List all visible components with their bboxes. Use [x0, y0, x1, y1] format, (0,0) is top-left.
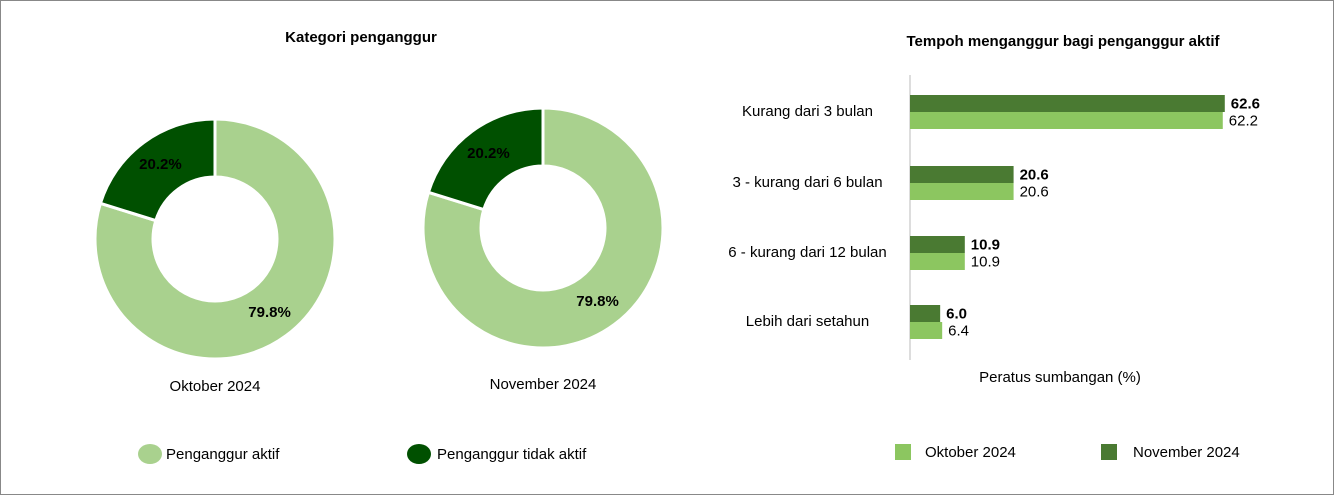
- legend-label: November 2024: [1133, 444, 1240, 461]
- data-label: 20.2%: [139, 156, 182, 173]
- bar: [910, 112, 1223, 129]
- pie-label: Oktober 2024: [170, 378, 261, 395]
- data-label: 10.9: [971, 236, 1000, 253]
- category-label: 3 - kurang dari 6 bulan: [732, 174, 883, 191]
- category-label: 6 - kurang dari 12 bulan: [728, 244, 887, 261]
- data-label: 6.4: [948, 322, 969, 339]
- data-label: 79.8%: [576, 293, 619, 310]
- data-label: 62.2: [1229, 112, 1258, 129]
- data-label: 20.2%: [467, 145, 510, 162]
- legend-swatch: [138, 444, 162, 464]
- bar: [910, 305, 941, 322]
- pie-label: November 2024: [490, 376, 597, 393]
- data-label: 79.8%: [248, 304, 291, 321]
- data-label: 10.9: [971, 253, 1000, 270]
- bar: [910, 183, 1014, 200]
- legend-swatch: [407, 444, 431, 464]
- bar: [910, 166, 1014, 183]
- slice: [426, 106, 545, 212]
- bar: [910, 322, 943, 339]
- legend-label: Penganggur aktif: [166, 446, 280, 463]
- chart-title: Kategori penganggur: [285, 29, 437, 46]
- category-label: Kurang dari 3 bulan: [742, 103, 873, 120]
- legend-swatch: [895, 444, 911, 460]
- chart-title: Tempoh menganggur bagi penganggur aktif: [906, 33, 1220, 50]
- data-label: 20.6: [1020, 166, 1049, 183]
- data-label: 62.6: [1231, 95, 1260, 112]
- legend-label: Penganggur tidak aktif: [437, 446, 587, 463]
- bar: [910, 236, 965, 253]
- bar: [910, 95, 1225, 112]
- slice: [93, 117, 337, 361]
- category-label: Lebih dari setahun: [745, 313, 870, 330]
- data-label: 6.0: [946, 305, 967, 322]
- legend-label: Oktober 2024: [925, 444, 1016, 461]
- slice: [98, 117, 217, 223]
- slice: [421, 106, 665, 350]
- data-label: 20.6: [1020, 183, 1049, 200]
- x-axis-label: Peratus sumbangan (%): [979, 369, 1141, 386]
- legend-swatch: [1101, 444, 1117, 460]
- bar: [910, 253, 965, 270]
